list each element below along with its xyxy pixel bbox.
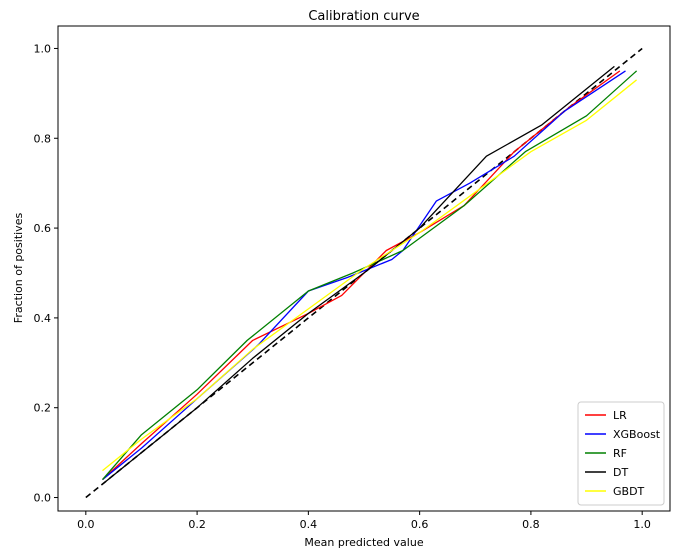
x-tick-label: 0.0: [77, 518, 95, 531]
x-tick-label: 0.4: [300, 518, 318, 531]
x-tick-label: 0.6: [411, 518, 429, 531]
series-line-dt: [102, 65, 615, 485]
y-tick-label: 0.8: [34, 132, 52, 145]
series-lines: [102, 65, 638, 485]
y-tick-label: 0.2: [34, 402, 52, 415]
y-axis-label: Fraction of positives: [12, 213, 25, 324]
axis-ticks: 0.0 0.2 0.4 0.6 0.8 1.0 0.0 0.2 0.4 0.6 0.8 1.0: [34, 42, 651, 531]
legend: LR XGBoost RF DT GBDT: [577, 401, 665, 506]
series-line-xgboost: [102, 70, 626, 481]
series-line-gbdt: [102, 79, 638, 472]
legend-label: XGBoost: [613, 428, 661, 441]
legend-label: DT: [613, 466, 628, 479]
y-tick-label: 1.0: [34, 42, 52, 55]
x-tick-label: 0.8: [522, 518, 540, 531]
legend-box: [577, 401, 665, 506]
legend-label: RF: [613, 447, 627, 460]
y-tick-label: 0.0: [34, 492, 52, 505]
legend-label: LR: [613, 409, 627, 422]
x-tick-label: 1.0: [633, 518, 651, 531]
y-tick-label: 0.4: [34, 312, 52, 325]
x-tick-label: 0.2: [188, 518, 206, 531]
series-line-rf: [102, 70, 638, 481]
plot-frame: [57, 25, 671, 512]
legend-label: GBDT: [613, 485, 645, 498]
x-axis-label: Mean predicted value: [304, 536, 423, 549]
y-tick-label: 0.6: [34, 222, 52, 235]
chart-title: Calibration curve: [308, 9, 419, 24]
